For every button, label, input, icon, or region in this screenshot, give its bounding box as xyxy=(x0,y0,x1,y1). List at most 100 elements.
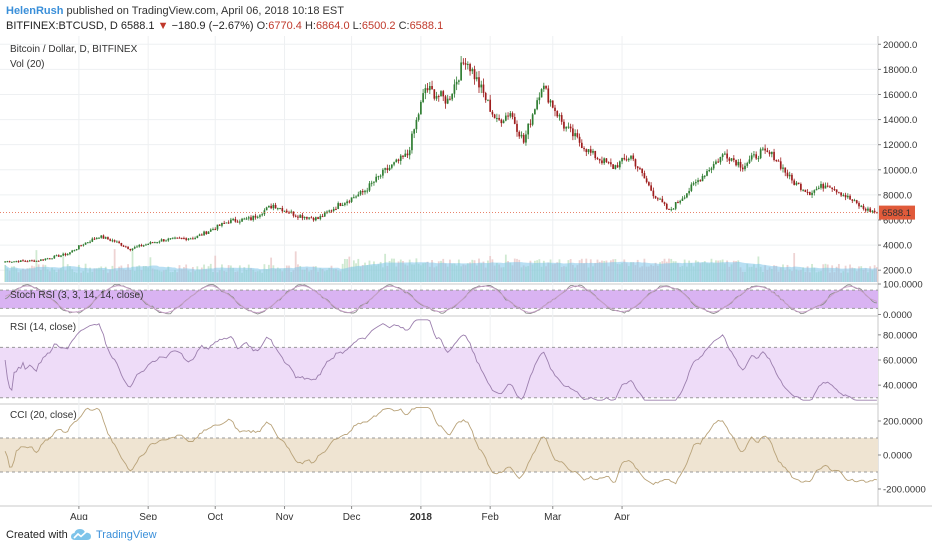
candle-body xyxy=(60,255,62,257)
candle-body xyxy=(71,250,74,253)
candle-body xyxy=(223,222,226,224)
candle-body xyxy=(162,239,165,242)
candle-body xyxy=(513,116,516,124)
volume-bar xyxy=(131,250,134,282)
candle-body xyxy=(775,159,778,161)
candle-body xyxy=(659,198,661,200)
publish-info: published on TradingView.com, April 06, … xyxy=(66,5,344,17)
candle-body xyxy=(587,149,590,153)
candle-body xyxy=(786,172,789,177)
down-arrow-icon: ▼ xyxy=(157,20,169,32)
candle-body xyxy=(373,181,375,183)
candle-body xyxy=(737,161,740,166)
candle-body xyxy=(735,160,737,166)
candle-body xyxy=(849,195,851,200)
candle-body xyxy=(784,167,787,173)
candle-body xyxy=(216,224,219,230)
candle-body xyxy=(554,107,556,112)
candle-body xyxy=(19,260,22,263)
candle-body xyxy=(576,133,579,137)
candle-body xyxy=(458,80,460,82)
candle-body xyxy=(844,195,847,198)
candle-body xyxy=(13,261,15,263)
candle-body xyxy=(719,157,722,163)
candle-body xyxy=(247,217,250,219)
candle-body xyxy=(739,161,742,168)
candle-body xyxy=(869,208,872,212)
cloud-icon xyxy=(71,529,91,540)
candle-body xyxy=(276,208,279,210)
candle-body xyxy=(283,210,286,212)
candle-body xyxy=(674,202,677,209)
candle-body xyxy=(328,210,331,212)
author-link[interactable]: HelenRush xyxy=(6,5,64,17)
candle-body xyxy=(352,197,355,199)
candle-body xyxy=(603,158,606,164)
candle-body xyxy=(142,245,145,247)
candle-body xyxy=(238,221,241,223)
candle-body xyxy=(746,163,749,166)
candle-body xyxy=(699,180,702,182)
candle-body xyxy=(138,245,141,247)
candle-body xyxy=(203,231,205,236)
last-price-tag: 6588.1 xyxy=(882,208,911,219)
candle-body xyxy=(420,101,422,115)
candle-body xyxy=(712,164,715,169)
candle-body xyxy=(482,84,485,94)
candle-body xyxy=(386,168,389,171)
candle-body xyxy=(634,159,637,167)
candle-body xyxy=(268,205,270,208)
candle-body xyxy=(770,151,773,155)
candle-body xyxy=(183,238,185,240)
candle-body xyxy=(17,261,20,263)
created-with-label: Created with xyxy=(6,529,68,541)
candle-body xyxy=(433,89,436,99)
rsi-line xyxy=(4,319,877,401)
candle-body xyxy=(650,185,652,191)
candle-body xyxy=(113,240,116,242)
candle-body xyxy=(424,88,427,94)
candle-body xyxy=(428,86,431,91)
candle-body xyxy=(274,204,277,209)
candle-body xyxy=(782,167,784,169)
candle-body xyxy=(189,238,192,240)
candle-body xyxy=(48,258,51,260)
candle-body xyxy=(572,128,574,137)
candle-body xyxy=(701,175,704,182)
candle-body xyxy=(797,182,800,184)
candle-body xyxy=(835,189,838,193)
candle-body xyxy=(158,241,161,243)
candle-body xyxy=(618,161,621,168)
candle-body xyxy=(361,191,364,193)
candle-body xyxy=(323,212,326,217)
candle-body xyxy=(817,187,820,189)
time-tick-label: Oct xyxy=(207,512,223,520)
candle-body xyxy=(516,123,518,132)
candle-body xyxy=(73,250,76,252)
candle-body xyxy=(350,197,353,202)
candle-body xyxy=(75,249,78,251)
candle-body xyxy=(455,81,458,85)
candle-body xyxy=(813,190,816,193)
candle-body xyxy=(337,203,340,209)
volume-ma xyxy=(5,261,877,282)
chart-canvas[interactable]: 20000.0 18000.0 16000.0 14000.0 12000.0 10000… xyxy=(0,36,932,520)
candle-body xyxy=(487,99,489,101)
candle-body xyxy=(873,210,876,213)
candle-body xyxy=(549,100,552,103)
candle-body xyxy=(753,154,755,156)
time-tick-label: Sep xyxy=(139,512,157,520)
candle-body xyxy=(426,88,429,91)
candle-body xyxy=(330,210,333,212)
tradingview-logo[interactable]: TradingView xyxy=(70,528,157,542)
cci-band xyxy=(0,438,878,472)
cci-line xyxy=(4,406,877,486)
candle-body xyxy=(86,242,89,244)
candle-body xyxy=(715,161,717,165)
candle-body xyxy=(592,150,594,153)
candle-body xyxy=(33,260,36,262)
price-tick-label: 6000.0 xyxy=(883,215,912,226)
candle-body xyxy=(299,215,302,218)
price-change: −180.9 (−2.67%) xyxy=(171,20,254,32)
candle-body xyxy=(111,240,114,242)
